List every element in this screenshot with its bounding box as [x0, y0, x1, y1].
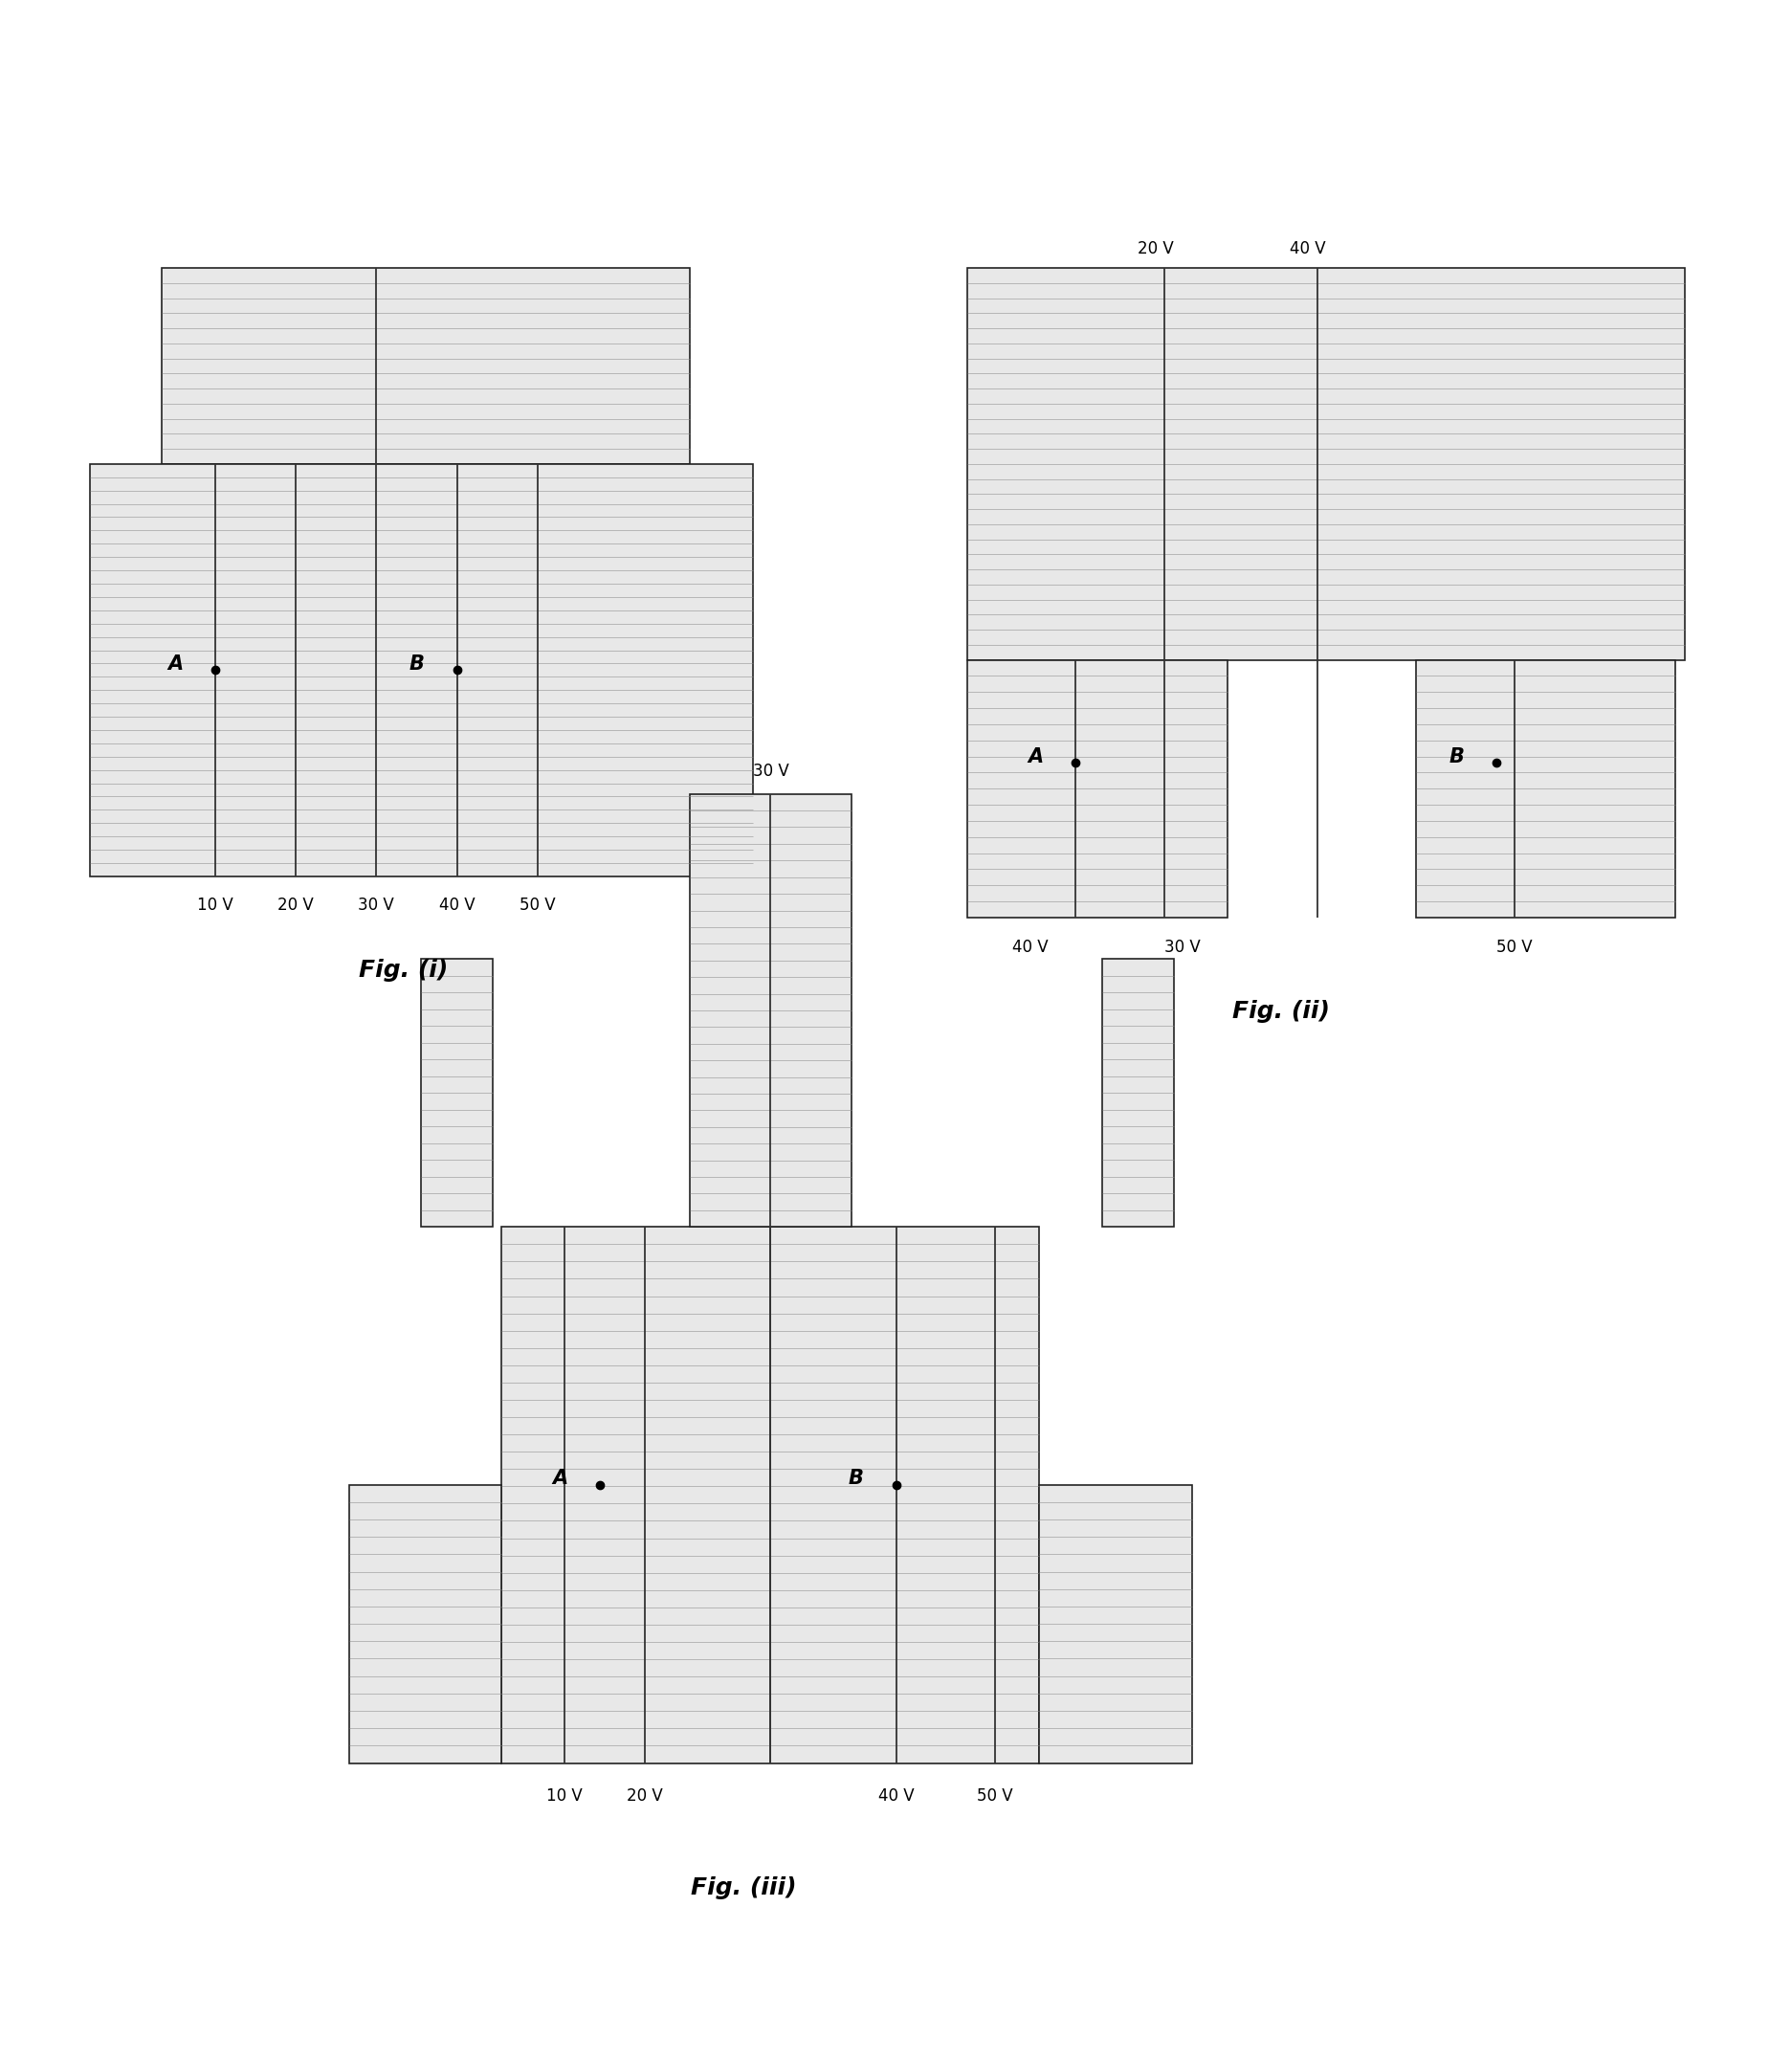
Text: 50 V: 50 V	[1496, 938, 1532, 955]
Bar	[349, 1485, 502, 1763]
Text: A: A	[1027, 746, 1043, 767]
Text: B: B	[849, 1468, 864, 1489]
Bar	[161, 268, 690, 464]
Bar	[1416, 660, 1676, 918]
Text: 10 V: 10 V	[547, 1788, 582, 1804]
Bar	[968, 268, 1684, 660]
Text: A: A	[552, 1468, 568, 1489]
Bar	[1039, 1485, 1192, 1763]
Text: 20 V: 20 V	[627, 1788, 663, 1804]
Text: 40 V: 40 V	[439, 897, 475, 913]
Text: Fig. (ii): Fig. (ii)	[1233, 1000, 1330, 1023]
Text: B: B	[410, 654, 425, 674]
Text: 20 V: 20 V	[278, 897, 314, 913]
Bar	[968, 660, 1228, 918]
Bar	[502, 1227, 1039, 1763]
Text: 20 V: 20 V	[1138, 241, 1174, 258]
Bar	[690, 794, 851, 1227]
Text: 50 V: 50 V	[977, 1788, 1012, 1804]
Text: 30 V: 30 V	[753, 763, 788, 779]
Text: Fig. (iii): Fig. (iii)	[692, 1876, 796, 1899]
Text: 40 V: 40 V	[1290, 241, 1326, 258]
Text: 30 V: 30 V	[1165, 938, 1201, 955]
Bar	[421, 959, 493, 1227]
Bar	[90, 464, 753, 876]
Text: 50 V: 50 V	[520, 897, 556, 913]
Text: 10 V: 10 V	[197, 897, 233, 913]
Text: Fig. (i): Fig. (i)	[358, 959, 448, 982]
Text: A: A	[167, 654, 183, 674]
Text: 30 V: 30 V	[358, 897, 394, 913]
Text: 40 V: 40 V	[878, 1788, 914, 1804]
Text: B: B	[1450, 746, 1464, 767]
Text: 40 V: 40 V	[1012, 938, 1048, 955]
Bar	[1102, 959, 1174, 1227]
